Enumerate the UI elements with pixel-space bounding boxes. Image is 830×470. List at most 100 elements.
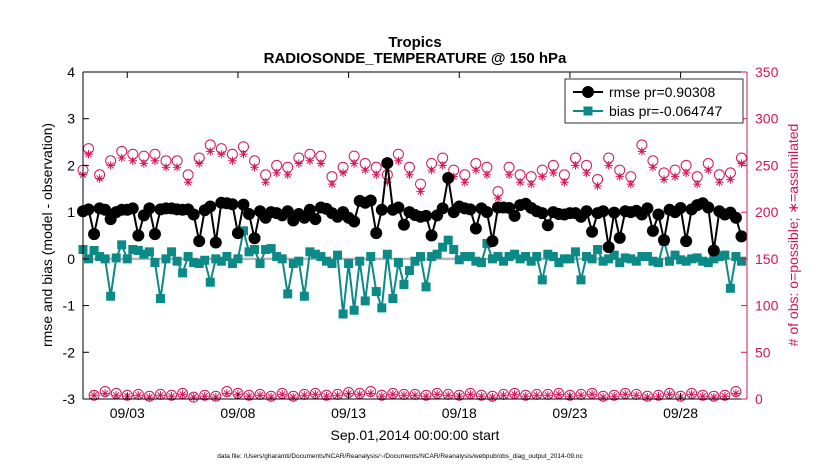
bias-point xyxy=(122,254,132,264)
assimilated-obs-marker-stroke xyxy=(262,178,269,186)
assimilated-obs-marker xyxy=(571,161,580,170)
assimilated-obs-marker-stroke xyxy=(716,178,723,186)
assimilated-obs-marker-stroke xyxy=(406,171,413,179)
assimilated-obs-marker xyxy=(139,159,149,168)
assimilated-obs-marker xyxy=(681,168,691,178)
bias-point xyxy=(465,252,475,262)
assimilated-obs-marker-stroke xyxy=(649,163,657,171)
assimilated-obs-marker-stroke xyxy=(638,148,646,155)
assimilated-obs-marker-stroke xyxy=(682,169,690,177)
assimilated-obs-marker-stroke xyxy=(555,391,563,398)
assimilated-obs-marker xyxy=(632,391,641,400)
chart-title: Tropics xyxy=(388,34,441,51)
bias-point xyxy=(432,249,442,259)
assimilated-obs-marker xyxy=(349,159,359,168)
assimilated-obs-marker-stroke xyxy=(428,166,435,174)
bias-point xyxy=(620,253,630,263)
assimilated-obs-marker xyxy=(366,389,375,398)
assimilated-obs-marker-stroke xyxy=(96,175,103,182)
assimilated-obs-marker xyxy=(272,168,281,178)
assimilated-obs-marker xyxy=(84,150,93,159)
x-tick-label: 09/23 xyxy=(552,405,587,421)
legend-rmse-label: rmse pr=0.90308 xyxy=(609,84,715,100)
y-tick-label: 2 xyxy=(67,157,75,173)
assimilated-obs-marker-stroke xyxy=(660,176,668,183)
assimilated-obs-marker-stroke xyxy=(533,391,541,399)
bias-point xyxy=(725,283,735,293)
rmse-point xyxy=(480,206,493,219)
bias-point xyxy=(371,287,381,297)
assimilated-obs-marker xyxy=(311,390,320,399)
assimilated-obs-marker-stroke xyxy=(472,166,480,174)
bias-point xyxy=(709,254,719,264)
bias-point xyxy=(404,266,414,276)
assimilated-obs-marker xyxy=(643,392,652,402)
bias-point xyxy=(382,249,392,259)
rmse-point xyxy=(82,203,95,216)
possible-obs-marker xyxy=(188,391,200,403)
assimilated-obs-marker-stroke xyxy=(206,148,214,155)
assimilated-obs-marker-stroke xyxy=(328,180,336,188)
assimilated-obs-marker xyxy=(560,178,569,187)
assimilated-obs-marker xyxy=(687,390,696,399)
assimilated-obs-marker xyxy=(554,390,564,399)
y-tick-label: 0 xyxy=(67,251,75,267)
assimilated-obs-marker xyxy=(726,175,735,184)
bias-point xyxy=(222,252,232,262)
bias-point xyxy=(637,252,647,262)
assimilated-obs-marker xyxy=(504,170,514,179)
assimilated-obs-marker-stroke xyxy=(90,391,98,399)
assimilated-obs-marker-stroke xyxy=(201,392,209,400)
assimilated-obs-marker xyxy=(466,390,475,399)
assimilated-obs-marker xyxy=(593,181,602,191)
rmse-point xyxy=(375,203,388,216)
rmse-point xyxy=(436,202,449,215)
bias-point xyxy=(559,254,569,264)
bias-point xyxy=(360,296,370,306)
rmse-point xyxy=(231,227,244,240)
bias-point xyxy=(499,256,509,266)
bias-point xyxy=(582,252,592,262)
assimilated-obs-marker xyxy=(145,392,154,402)
rmse-point xyxy=(309,213,322,226)
bias-point xyxy=(570,247,580,257)
assimilated-obs-marker xyxy=(338,168,348,178)
bias-point xyxy=(427,252,437,262)
assimilated-obs-marker xyxy=(427,165,436,175)
bias-point xyxy=(388,294,398,304)
assimilated-obs-marker-stroke xyxy=(256,391,264,399)
bias-point xyxy=(277,254,287,264)
assimilated-obs-marker xyxy=(195,159,204,168)
y-tick-label: -3 xyxy=(63,391,76,407)
assimilated-obs-marker-stroke xyxy=(616,173,624,180)
assimilated-obs-marker xyxy=(305,156,315,165)
assimilated-obs-marker-stroke xyxy=(732,390,740,397)
assimilated-obs-marker xyxy=(693,179,702,189)
y2-tick-label: 200 xyxy=(755,204,779,220)
x-tick-label: 09/13 xyxy=(331,405,366,421)
assimilated-obs-marker-stroke xyxy=(478,392,485,400)
bias-point xyxy=(665,256,675,266)
assimilated-obs-marker-stroke xyxy=(550,169,557,177)
assimilated-obs-marker-stroke xyxy=(538,173,546,180)
bias-point xyxy=(266,244,276,254)
rmse-point xyxy=(397,218,410,231)
assimilated-obs-marker-stroke xyxy=(417,188,424,195)
bias-point xyxy=(349,305,359,315)
assimilated-obs-marker-stroke xyxy=(367,390,375,397)
rmse-point xyxy=(243,208,255,221)
legend-bias-swatch-marker xyxy=(583,106,593,116)
bias-point xyxy=(100,254,110,264)
rmse-point xyxy=(364,194,377,207)
assimilated-obs-marker-stroke xyxy=(527,180,535,188)
bias-point xyxy=(161,254,171,264)
assimilated-obs-marker xyxy=(134,391,143,400)
assimilated-obs-marker xyxy=(189,392,198,402)
assimilated-obs-marker-stroke xyxy=(544,391,552,399)
assimilated-obs-marker-stroke xyxy=(240,150,247,158)
assimilated-obs-marker-stroke xyxy=(522,392,529,400)
assimilated-obs-marker xyxy=(161,163,171,172)
bias-point xyxy=(321,256,331,266)
assimilated-obs-marker-stroke xyxy=(727,176,734,183)
